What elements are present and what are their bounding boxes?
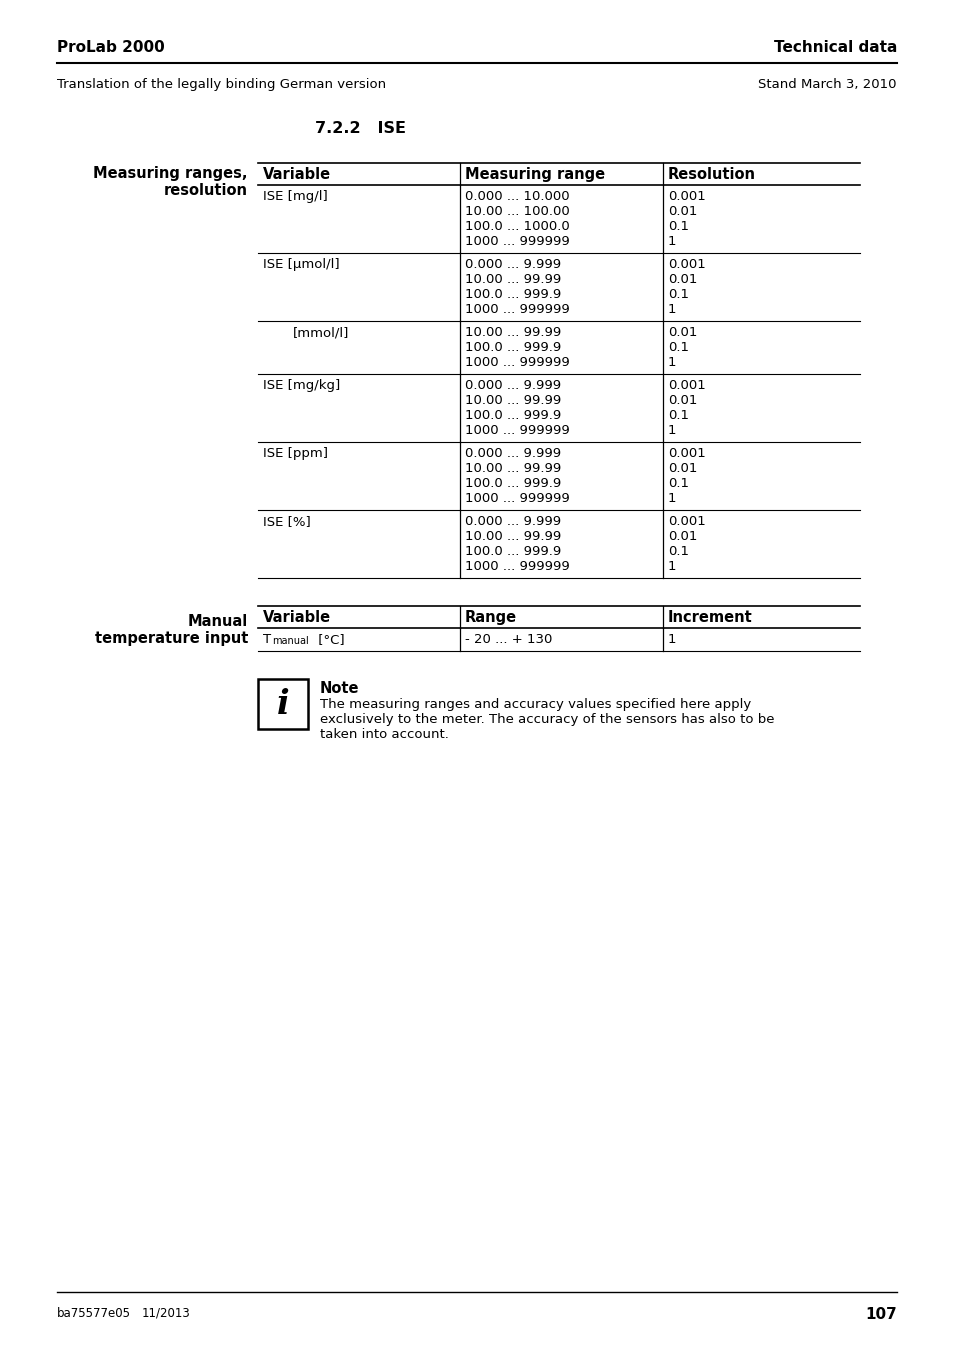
Text: Measuring ranges,: Measuring ranges, <box>93 166 248 181</box>
Text: 0.1: 0.1 <box>667 288 688 301</box>
Text: 1: 1 <box>667 235 676 248</box>
Text: Range: Range <box>464 610 517 625</box>
Text: 1: 1 <box>667 560 676 572</box>
Text: [°C]: [°C] <box>314 633 344 647</box>
Text: 100.0 ... 1000.0: 100.0 ... 1000.0 <box>464 220 569 234</box>
Text: 0.01: 0.01 <box>667 325 697 339</box>
Text: 100.0 ... 999.9: 100.0 ... 999.9 <box>464 477 560 490</box>
Text: exclusively to the meter. The accuracy of the sensors has also to be: exclusively to the meter. The accuracy o… <box>319 713 774 726</box>
Text: taken into account.: taken into account. <box>319 728 449 741</box>
Text: i: i <box>276 687 289 721</box>
Text: Technical data: Technical data <box>773 40 896 55</box>
Text: temperature input: temperature input <box>94 630 248 647</box>
Text: 0.01: 0.01 <box>667 531 697 543</box>
Text: T: T <box>263 633 271 647</box>
Text: resolution: resolution <box>164 184 248 198</box>
Text: Translation of the legally binding German version: Translation of the legally binding Germa… <box>57 78 386 90</box>
Text: 1: 1 <box>667 302 676 316</box>
Text: 0.000 ... 9.999: 0.000 ... 9.999 <box>464 258 560 271</box>
Text: 0.000 ... 9.999: 0.000 ... 9.999 <box>464 447 560 460</box>
Text: 10.00 ... 100.00: 10.00 ... 100.00 <box>464 205 569 217</box>
Text: ISE [%]: ISE [%] <box>263 514 311 528</box>
Text: 0.001: 0.001 <box>667 514 705 528</box>
Text: Stand March 3, 2010: Stand March 3, 2010 <box>758 78 896 90</box>
Text: 0.1: 0.1 <box>667 477 688 490</box>
Text: 10.00 ... 99.99: 10.00 ... 99.99 <box>464 325 560 339</box>
Text: 1: 1 <box>667 633 676 647</box>
Text: 0.01: 0.01 <box>667 205 697 217</box>
Text: 0.001: 0.001 <box>667 258 705 271</box>
Text: Note: Note <box>319 680 359 697</box>
Text: 1: 1 <box>667 356 676 369</box>
Text: 0.001: 0.001 <box>667 190 705 202</box>
Text: 1000 ... 999999: 1000 ... 999999 <box>464 560 569 572</box>
Text: 1: 1 <box>667 491 676 505</box>
Text: Variable: Variable <box>263 610 331 625</box>
Text: 0.001: 0.001 <box>667 447 705 460</box>
Text: 1000 ... 999999: 1000 ... 999999 <box>464 356 569 369</box>
Text: 10.00 ... 99.99: 10.00 ... 99.99 <box>464 394 560 406</box>
Bar <box>257 679 308 729</box>
Text: 1: 1 <box>667 424 676 437</box>
Text: 10.00 ... 99.99: 10.00 ... 99.99 <box>464 531 560 543</box>
Text: 107: 107 <box>864 1307 896 1322</box>
Text: 0.000 ... 10.000: 0.000 ... 10.000 <box>464 190 569 202</box>
Text: 0.1: 0.1 <box>667 409 688 423</box>
Text: 0.01: 0.01 <box>667 394 697 406</box>
Text: 10.00 ... 99.99: 10.00 ... 99.99 <box>464 273 560 286</box>
Text: 11/2013: 11/2013 <box>142 1307 191 1320</box>
Text: 1000 ... 999999: 1000 ... 999999 <box>464 235 569 248</box>
Text: Manual: Manual <box>188 614 248 629</box>
Text: 0.1: 0.1 <box>667 545 688 558</box>
Text: - 20 ... + 130: - 20 ... + 130 <box>464 633 552 647</box>
Text: Increment: Increment <box>667 610 752 625</box>
Text: 1000 ... 999999: 1000 ... 999999 <box>464 424 569 437</box>
Text: 0.1: 0.1 <box>667 342 688 354</box>
Text: 100.0 ... 999.9: 100.0 ... 999.9 <box>464 288 560 301</box>
Text: 0.000 ... 9.999: 0.000 ... 9.999 <box>464 514 560 528</box>
Text: The measuring ranges and accuracy values specified here apply: The measuring ranges and accuracy values… <box>319 698 750 711</box>
Text: 100.0 ... 999.9: 100.0 ... 999.9 <box>464 409 560 423</box>
Text: ISE [ppm]: ISE [ppm] <box>263 447 328 460</box>
Text: ISE [mg/l]: ISE [mg/l] <box>263 190 328 202</box>
Text: 0.01: 0.01 <box>667 462 697 475</box>
Text: Measuring range: Measuring range <box>464 167 604 182</box>
Text: 1000 ... 999999: 1000 ... 999999 <box>464 302 569 316</box>
Text: 0.000 ... 9.999: 0.000 ... 9.999 <box>464 379 560 391</box>
Text: manual: manual <box>272 636 309 647</box>
Text: 0.01: 0.01 <box>667 273 697 286</box>
Text: Variable: Variable <box>263 167 331 182</box>
Text: 100.0 ... 999.9: 100.0 ... 999.9 <box>464 545 560 558</box>
Text: 0.001: 0.001 <box>667 379 705 391</box>
Text: 10.00 ... 99.99: 10.00 ... 99.99 <box>464 462 560 475</box>
Text: ISE [mg/kg]: ISE [mg/kg] <box>263 379 340 391</box>
Text: Resolution: Resolution <box>667 167 755 182</box>
Text: 0.1: 0.1 <box>667 220 688 234</box>
Text: 7.2.2   ISE: 7.2.2 ISE <box>314 122 406 136</box>
Text: ISE [μmol/l]: ISE [μmol/l] <box>263 258 339 271</box>
Text: ProLab 2000: ProLab 2000 <box>57 40 165 55</box>
Text: 100.0 ... 999.9: 100.0 ... 999.9 <box>464 342 560 354</box>
Text: [mmol/l]: [mmol/l] <box>293 325 349 339</box>
Text: 1000 ... 999999: 1000 ... 999999 <box>464 491 569 505</box>
Text: ba75577e05: ba75577e05 <box>57 1307 131 1320</box>
